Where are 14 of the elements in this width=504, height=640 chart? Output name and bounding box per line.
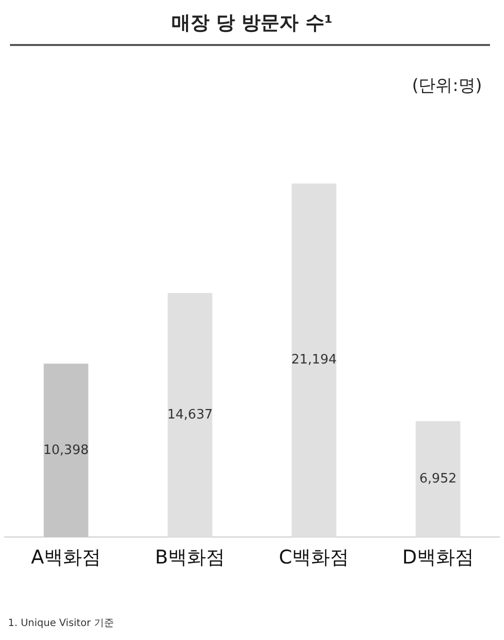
- text: 1. Unique Visitor 기준: [8, 617, 114, 630]
- x-tick-label: C백화점: [278, 546, 350, 569]
- text: (단위:명): [412, 75, 482, 97]
- bar: [168, 292, 212, 538]
- data-label: 14,637: [167, 407, 213, 422]
- data-label: 10,398: [43, 442, 89, 458]
- x-tick-label: A백화점: [31, 546, 101, 569]
- bar: [292, 184, 336, 538]
- x-tick-label: B백화점: [154, 546, 226, 569]
- data-label: 21,194: [291, 352, 337, 368]
- chart-title: 매장 당 방문자 수¹: [170, 11, 334, 36]
- x-tick-label: D백화점: [402, 546, 474, 569]
- data-label: 6,952: [419, 472, 457, 487]
- bar: [416, 421, 460, 538]
